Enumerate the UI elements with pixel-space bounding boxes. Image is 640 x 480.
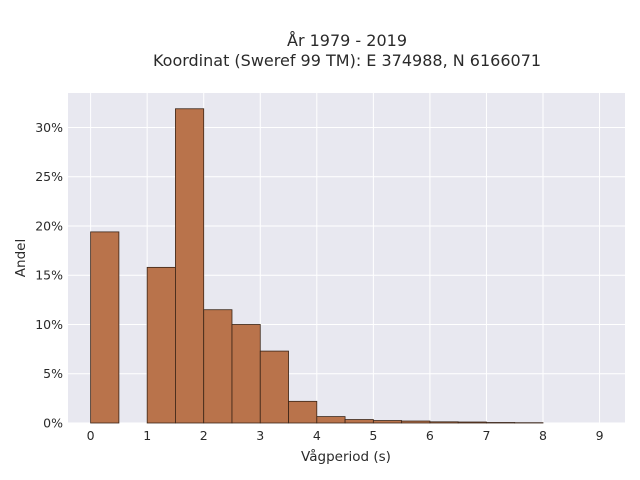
y-tick-label-2: 10% [35, 317, 63, 332]
histogram-bar-13 [457, 421, 487, 424]
histogram-bar-0 [90, 231, 120, 424]
y-tick-label-1: 5% [43, 366, 63, 381]
x-tick-label-5: 5 [369, 428, 377, 443]
histogram-bar-3 [175, 108, 205, 424]
x-tick-label-9: 9 [596, 428, 604, 443]
y-tick-label-5: 25% [35, 169, 63, 184]
y-tick-label-4: 20% [35, 218, 63, 233]
x-tick-label-6: 6 [426, 428, 434, 443]
x-tick-label-3: 3 [256, 428, 264, 443]
x-tick-label-0: 0 [87, 428, 95, 443]
histogram-bar-8 [316, 416, 346, 424]
histogram-bar-10 [372, 420, 403, 424]
histogram-bar-6 [259, 350, 289, 424]
x-tick-label-8: 8 [539, 428, 547, 443]
x-tick-labels: 0 1 2 3 4 5 6 7 8 9 [87, 428, 604, 443]
histogram-bar-9 [344, 419, 374, 424]
y-axis-label: Andel [13, 239, 29, 277]
y-tick-label-6: 30% [35, 120, 63, 135]
x-tick-label-7: 7 [482, 428, 490, 443]
bars [90, 108, 544, 424]
x-tick-label-2: 2 [200, 428, 208, 443]
y-tick-labels: 0% 5% 10% 15% 20% 25% 30% [35, 120, 63, 431]
x-tick-label-4: 4 [313, 428, 321, 443]
x-axis-label: Vågperiod (s) [301, 448, 391, 465]
histogram-bar-7 [288, 400, 318, 424]
histogram-bar-11 [401, 420, 431, 424]
y-tick-label-3: 15% [35, 268, 63, 283]
chart-title-line-2: Koordinat (Sweref 99 TM): E 374988, N 61… [153, 51, 541, 70]
x-tick-label-1: 1 [143, 428, 151, 443]
histogram-bar-2 [146, 266, 176, 424]
chart-title-line-1: År 1979 - 2019 [287, 31, 407, 50]
histogram-bar-5 [231, 324, 261, 424]
y-tick-label-0: 0% [43, 416, 63, 431]
histogram-bar-4 [203, 309, 233, 424]
histogram-bar-12 [429, 421, 459, 424]
